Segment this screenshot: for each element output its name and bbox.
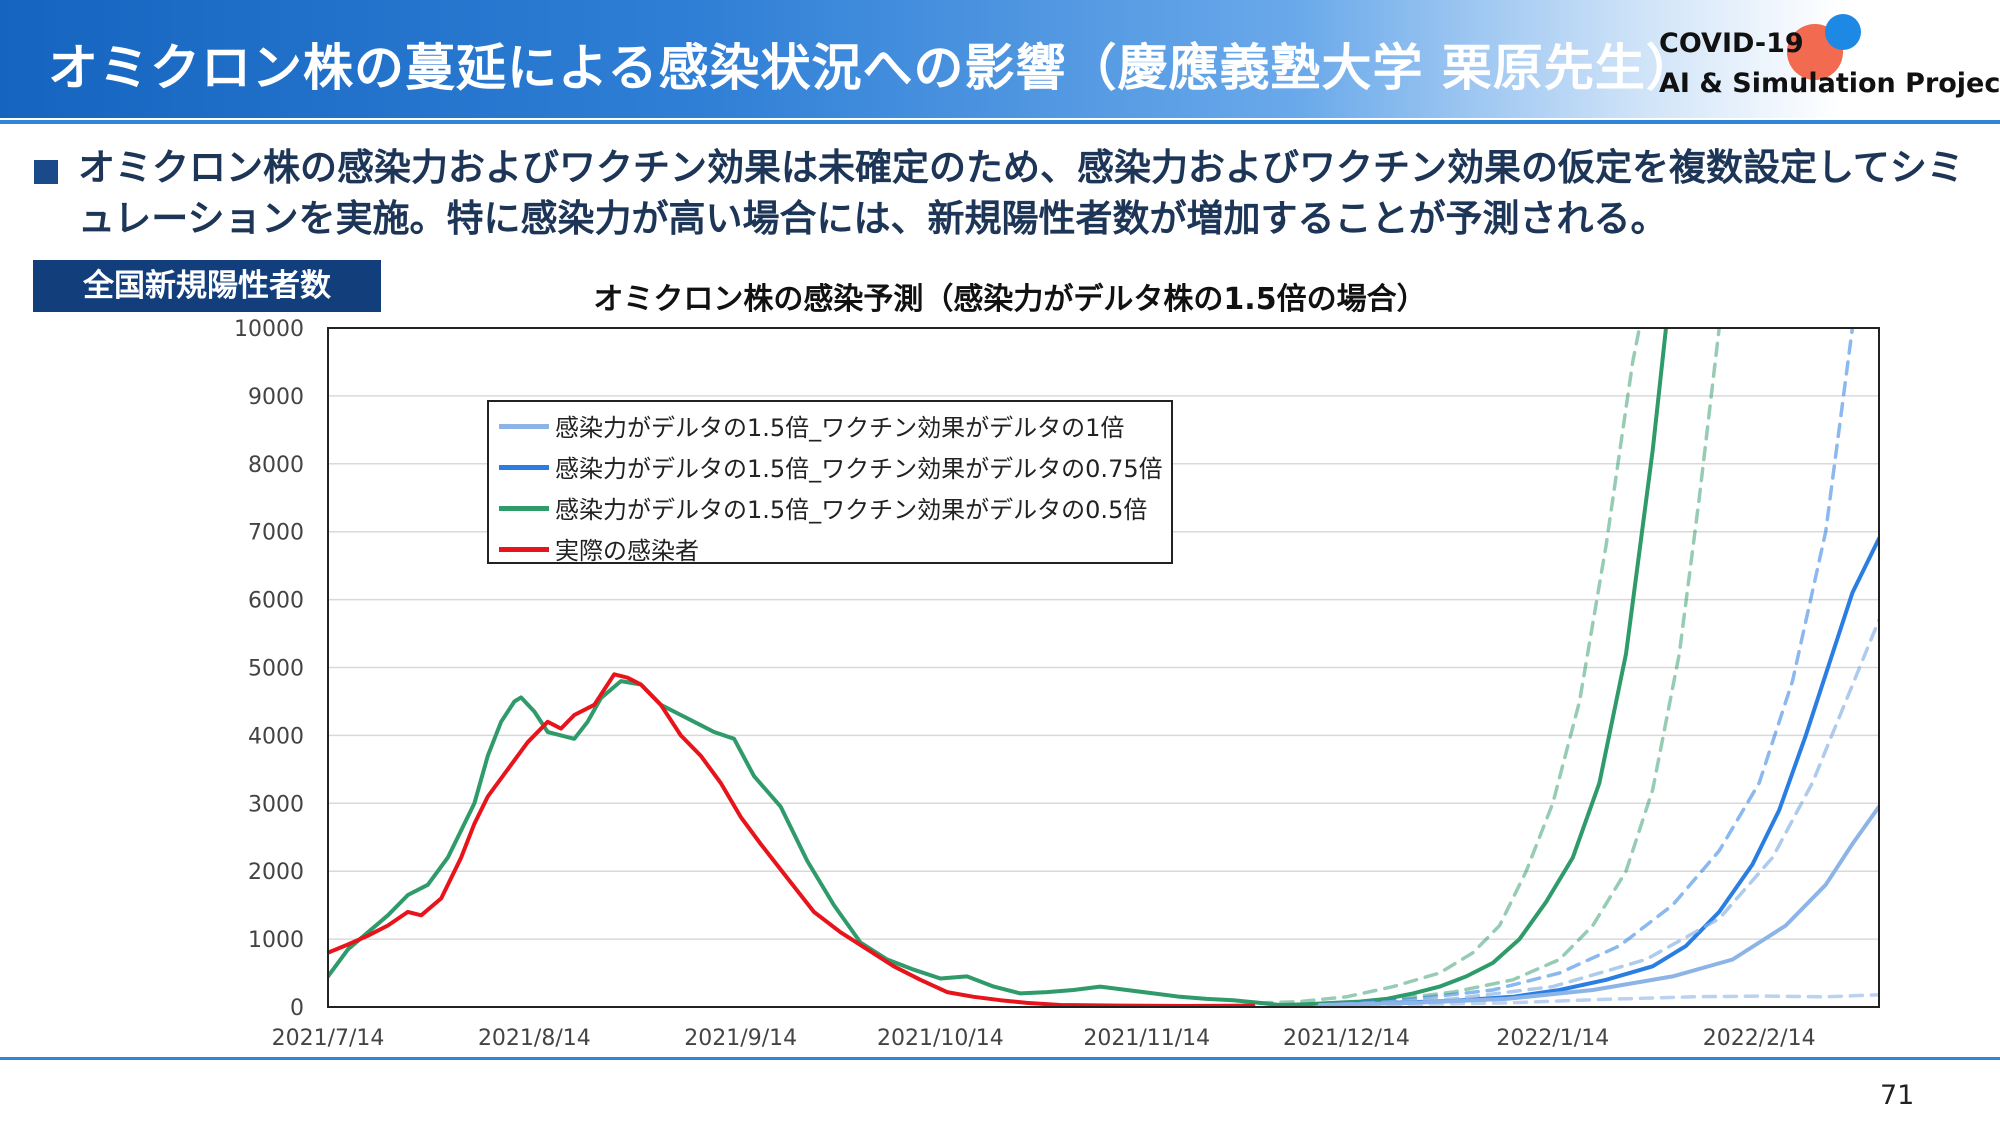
y-tick-label: 1000 <box>248 928 304 953</box>
legend-swatch <box>499 424 549 429</box>
series-line <box>1318 328 1855 1007</box>
legend-item: 感染力がデルタの1.5倍_ワクチン効果がデルタの1倍 <box>499 406 1169 446</box>
x-tick-label: 2021/12/14 <box>1283 1026 1410 1051</box>
y-tick-label: 0 <box>290 996 304 1021</box>
x-tick-label: 2022/2/14 <box>1703 1026 1816 1051</box>
y-axis-ticks: 0 1000 2000 3000 4000 5000 6000 7000 8000 9000 100… <box>234 317 304 1021</box>
y-tick-label: 7000 <box>248 521 304 546</box>
chart-section-label: 全国新規陽性者数 <box>33 260 381 312</box>
legend-item: 感染力がデルタの1.5倍_ワクチン効果がデルタの0.5倍 <box>499 488 1169 528</box>
logo-line1: COVID-19 <box>1659 28 1804 59</box>
logo-blue-dot <box>1825 14 1861 50</box>
y-tick-label: 9000 <box>248 385 304 410</box>
series-line <box>1258 328 1642 1005</box>
x-tick-label: 2021/11/14 <box>1083 1026 1210 1051</box>
page-title: オミクロン株の蔓延による感染状況への影響（慶應義塾大学 栗原先生） <box>48 39 1697 97</box>
x-tick-label: 2022/1/14 <box>1496 1026 1609 1051</box>
y-tick-label: 3000 <box>248 792 304 817</box>
legend-swatch <box>499 465 549 470</box>
series-line <box>1317 804 1879 1007</box>
x-tick-label: 2021/8/14 <box>478 1026 591 1051</box>
series-line <box>1317 536 1879 1007</box>
project-logo: COVID-19 AI & Simulation Project <box>1655 14 2000 112</box>
page-number: 71 <box>1880 1080 1915 1111</box>
chart-title: オミクロン株の感染予測（感染力がデルタ株の1.5倍の場合） <box>593 282 1427 317</box>
bullet-square-icon <box>34 160 58 184</box>
series-line <box>1318 328 1721 1007</box>
legend-item: 実際の感染者 <box>499 529 1169 569</box>
legend-label: 感染力がデルタの1.5倍_ワクチン効果がデルタの1倍 <box>555 414 1125 442</box>
y-tick-label: 2000 <box>248 860 304 885</box>
y-tick-label: 10000 <box>234 317 304 342</box>
x-axis-ticks: 2021/7/14 2021/8/14 2021/9/14 2021/10/14 202… <box>272 1026 1816 1051</box>
legend-item: 感染力がデルタの1.5倍_ワクチン効果がデルタの0.75倍 <box>499 447 1169 487</box>
legend-swatch <box>499 547 549 552</box>
y-tick-label: 6000 <box>248 589 304 614</box>
y-tick-label: 4000 <box>248 724 304 749</box>
legend-label: 感染力がデルタの1.5倍_ワクチン効果がデルタの0.75倍 <box>555 455 1163 483</box>
legend-swatch <box>499 506 549 511</box>
y-tick-label: 5000 <box>248 657 304 682</box>
chart-legend: 感染力がデルタの1.5倍_ワクチン効果がデルタの1倍 感染力がデルタの1.5倍_… <box>487 400 1173 565</box>
summary-text: オミクロン株の感染力およびワクチン効果は未確定のため、感染力およびワクチン効果の… <box>78 146 1964 240</box>
logo-line2: AI & Simulation Project <box>1659 68 2000 99</box>
x-tick-label: 2021/9/14 <box>684 1026 797 1051</box>
series-line <box>1318 618 1879 1007</box>
footer-divider <box>0 1057 2000 1060</box>
legend-label: 感染力がデルタの1.5倍_ワクチン効果がデルタの0.5倍 <box>555 496 1148 524</box>
header-bar <box>0 0 2000 118</box>
header-divider <box>0 120 2000 124</box>
series-line <box>328 672 1256 1007</box>
y-tick-label: 8000 <box>248 453 304 478</box>
series-line <box>1344 993 1879 1007</box>
x-tick-label: 2021/7/14 <box>272 1026 385 1051</box>
x-tick-label: 2021/10/14 <box>877 1026 1004 1051</box>
legend-label: 実際の感染者 <box>555 537 699 565</box>
